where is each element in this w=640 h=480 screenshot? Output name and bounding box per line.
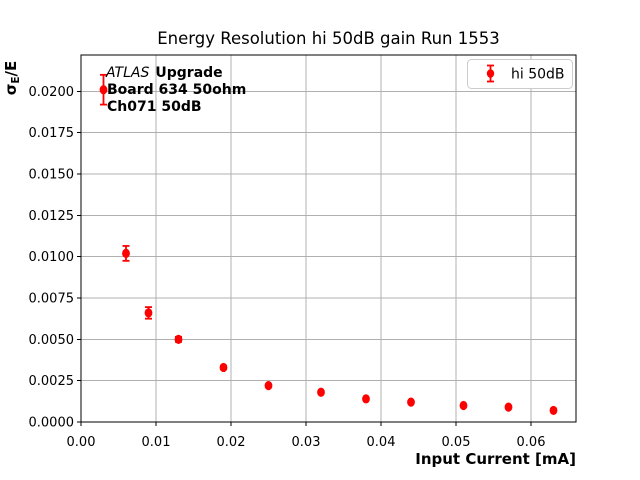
x-axis-label: Input Current [mA] bbox=[415, 450, 576, 468]
x-tick-label: 0.01 bbox=[142, 435, 171, 450]
data-marker bbox=[144, 308, 153, 318]
y-tick-label: 0.0150 bbox=[29, 168, 75, 183]
annotation-line2: Board 634 50ohm bbox=[107, 82, 246, 98]
annotation-line3: Ch071 50dB bbox=[107, 99, 202, 115]
y-axis-label-rest: /E bbox=[2, 61, 20, 77]
data-marker bbox=[549, 405, 558, 416]
y-tick-label: 0.0200 bbox=[29, 85, 75, 100]
legend-label: hi 50dB bbox=[511, 67, 565, 83]
x-tick-labels: 0.00 0.01 0.02 0.03 0.04 0.05 0.06 bbox=[67, 435, 546, 450]
x-tick-label: 0.06 bbox=[517, 435, 546, 450]
axes-spines bbox=[80, 54, 577, 423]
data-marker bbox=[362, 394, 370, 404]
x-tick-label: 0.04 bbox=[367, 435, 396, 450]
legend: hi 50dB bbox=[467, 59, 573, 89]
y-tick-labels: 0.0000 0.0025 0.0050 0.0075 0.0100 0.0125 0.01… bbox=[29, 85, 75, 431]
x-tick-label: 0.00 bbox=[67, 435, 96, 450]
chart-title: Energy Resolution hi 50dB gain Run 1553 bbox=[157, 29, 500, 48]
legend-marker-dot bbox=[486, 69, 495, 78]
data-marker bbox=[459, 400, 468, 411]
annotation-upgrade: Upgrade bbox=[155, 65, 222, 81]
y-axis-label-sigma: σ bbox=[2, 84, 20, 96]
y-tick-label: 0.0100 bbox=[29, 250, 75, 265]
data-marker bbox=[99, 85, 108, 95]
x-tick-label: 0.05 bbox=[442, 435, 471, 450]
data-marker bbox=[504, 402, 513, 412]
y-axis-label: σE/E bbox=[2, 61, 22, 96]
data-marker bbox=[407, 397, 415, 407]
axis-ticks bbox=[77, 90, 532, 426]
data-marker bbox=[122, 248, 130, 258]
y-axis-label-subscript: E bbox=[10, 76, 22, 83]
y-tick-label: 0.0025 bbox=[29, 374, 75, 389]
annotation-line1: ATLAS Upgrade bbox=[105, 65, 223, 81]
y-tick-label: 0.0000 bbox=[29, 416, 75, 431]
annotation-atlas: ATLAS bbox=[105, 65, 149, 81]
data-marker bbox=[219, 362, 228, 373]
data-marker bbox=[317, 387, 325, 397]
y-tick-label: 0.0125 bbox=[29, 209, 75, 224]
x-tick-label: 0.02 bbox=[217, 435, 246, 450]
x-tick-label: 0.03 bbox=[292, 435, 321, 450]
data-series bbox=[99, 73, 558, 416]
y-tick-label: 0.0050 bbox=[29, 333, 75, 348]
data-marker bbox=[174, 334, 183, 344]
y-tick-label: 0.0075 bbox=[29, 292, 75, 307]
data-marker bbox=[264, 381, 273, 391]
y-tick-label: 0.0175 bbox=[29, 126, 75, 141]
